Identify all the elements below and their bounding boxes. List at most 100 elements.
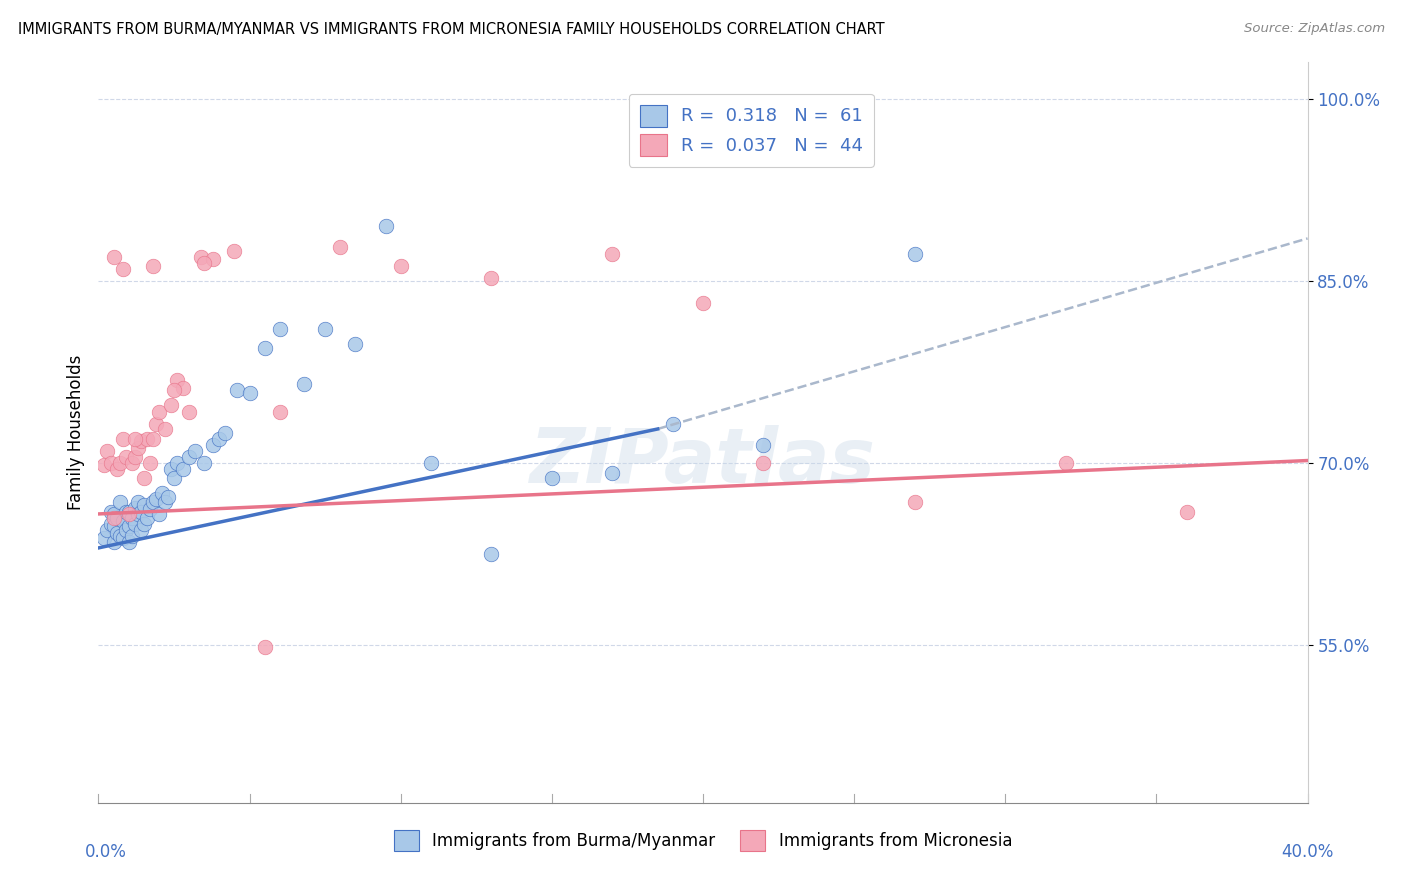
Point	[114, 450, 136, 464]
Point	[118, 534, 141, 549]
Point	[752, 438, 775, 452]
Point	[103, 507, 125, 521]
Point	[420, 456, 443, 470]
Point	[121, 456, 143, 470]
Point	[142, 432, 165, 446]
Point	[114, 504, 136, 518]
Point	[253, 341, 276, 355]
Text: 40.0%: 40.0%	[1281, 843, 1334, 861]
Point	[156, 490, 179, 504]
Point	[135, 432, 157, 446]
Point	[111, 531, 134, 545]
Point	[121, 529, 143, 543]
Point	[132, 516, 155, 531]
Point	[103, 534, 125, 549]
Point	[163, 383, 186, 397]
Point	[145, 417, 167, 431]
Point	[389, 260, 412, 274]
Point	[142, 260, 165, 274]
Point	[124, 432, 146, 446]
Point	[129, 434, 152, 449]
Point	[111, 432, 134, 446]
Point	[344, 337, 367, 351]
Point	[105, 526, 128, 541]
Point	[269, 322, 291, 336]
Point	[150, 486, 173, 500]
Point	[163, 470, 186, 484]
Point	[139, 502, 162, 516]
Text: IMMIGRANTS FROM BURMA/MYANMAR VS IMMIGRANTS FROM MICRONESIA FAMILY HOUSEHOLDS CO: IMMIGRANTS FROM BURMA/MYANMAR VS IMMIGRA…	[18, 22, 884, 37]
Point	[214, 425, 236, 440]
Point	[148, 507, 170, 521]
Text: ZIPatlas: ZIPatlas	[530, 425, 876, 500]
Point	[139, 456, 162, 470]
Text: Source: ZipAtlas.com: Source: ZipAtlas.com	[1244, 22, 1385, 36]
Point	[179, 405, 201, 419]
Point	[118, 504, 141, 518]
Point	[540, 470, 562, 484]
Point	[100, 456, 122, 470]
Point	[329, 240, 352, 254]
Point	[145, 492, 167, 507]
Point	[108, 456, 131, 470]
Point	[118, 507, 141, 521]
Point	[148, 405, 170, 419]
Point	[103, 510, 125, 524]
Point	[124, 500, 146, 515]
Point	[752, 456, 775, 470]
Point	[105, 510, 128, 524]
Point	[153, 495, 176, 509]
Point	[124, 450, 146, 464]
Point	[1054, 456, 1077, 470]
Point	[193, 256, 215, 270]
Point	[481, 271, 503, 285]
Point	[103, 250, 125, 264]
Point	[292, 377, 315, 392]
Point	[100, 516, 122, 531]
Point	[132, 499, 155, 513]
Point	[129, 504, 152, 518]
Point	[661, 417, 683, 431]
Text: 0.0%: 0.0%	[84, 843, 127, 861]
Point	[111, 514, 134, 528]
Point	[160, 462, 183, 476]
Point	[93, 458, 115, 473]
Point	[224, 244, 246, 258]
Point	[153, 422, 176, 436]
Point	[135, 510, 157, 524]
Point	[108, 495, 131, 509]
Point	[269, 405, 291, 419]
Point	[179, 450, 201, 464]
Point	[172, 462, 194, 476]
Point	[127, 507, 149, 521]
Point	[481, 547, 503, 561]
Point	[184, 443, 207, 458]
Point	[129, 523, 152, 537]
Point	[193, 456, 215, 470]
Legend: Immigrants from Burma/Myanmar, Immigrants from Micronesia: Immigrants from Burma/Myanmar, Immigrant…	[387, 823, 1019, 857]
Point	[105, 462, 128, 476]
Point	[103, 519, 125, 533]
Point	[692, 295, 714, 310]
Point	[124, 516, 146, 531]
Point	[111, 261, 134, 276]
Point	[96, 523, 118, 537]
Point	[208, 432, 231, 446]
Point	[602, 247, 624, 261]
Point	[904, 495, 927, 509]
Point	[121, 510, 143, 524]
Point	[127, 495, 149, 509]
Point	[1175, 504, 1198, 518]
Point	[314, 322, 336, 336]
Point	[142, 495, 165, 509]
Point	[166, 373, 188, 387]
Point	[127, 442, 149, 456]
Point	[202, 252, 225, 266]
Point	[226, 383, 249, 397]
Point	[93, 531, 115, 545]
Point	[96, 443, 118, 458]
Point	[602, 466, 624, 480]
Point	[239, 385, 262, 400]
Point	[253, 640, 276, 655]
Point	[132, 470, 155, 484]
